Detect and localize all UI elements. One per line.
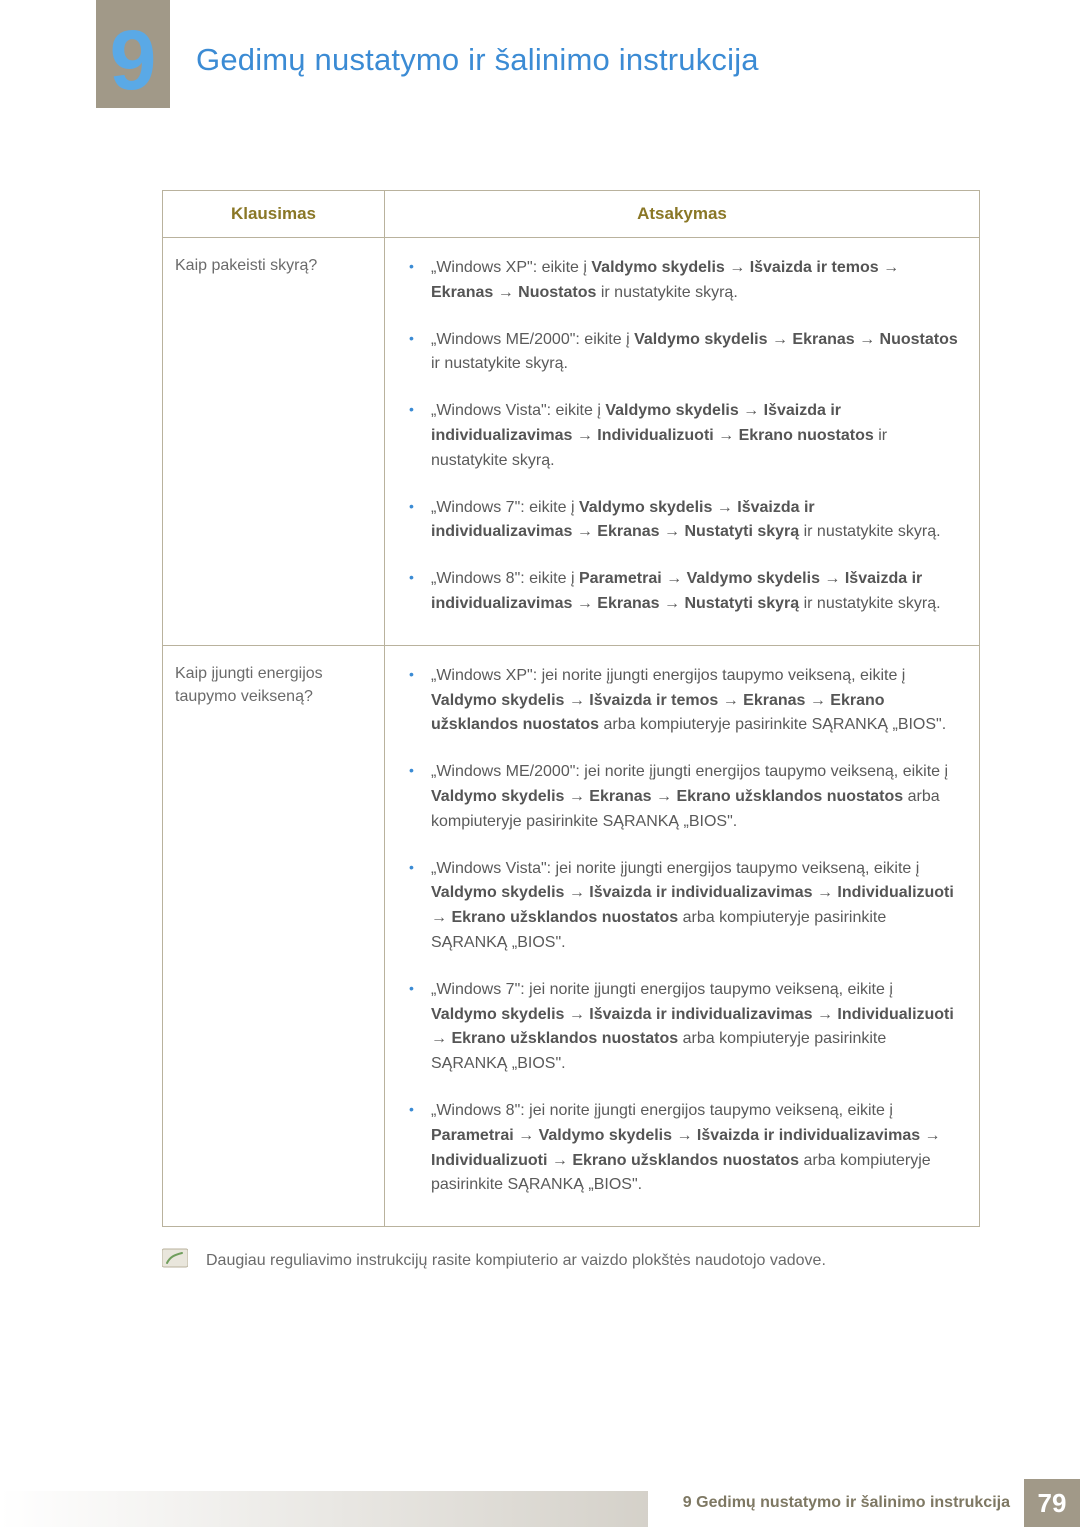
answer-item: „Windows 8": eikite į Parametrai → Valdy…: [395, 559, 965, 631]
answer-item: „Windows 7": jei norite įjungti energijo…: [395, 970, 965, 1091]
answer-item: „Windows Vista": jei norite įjungti ener…: [395, 849, 965, 970]
answer-item: „Windows XP": eikite į Valdymo skydelis …: [395, 248, 965, 320]
answer-item: „Windows Vista": eikite į Valdymo skydel…: [395, 391, 965, 487]
answer-item: „Windows 8": jei norite įjungti energijo…: [395, 1091, 965, 1212]
chapter-number: 9: [110, 18, 157, 102]
col-header-answer: Atsakymas: [385, 191, 980, 238]
note-row: Daugiau reguliavimo instrukcijų rasite k…: [162, 1247, 980, 1273]
page-footer: 9 Gedimų nustatymo ir šalinimo instrukci…: [0, 1479, 1080, 1527]
answer-item: „Windows 7": eikite į Valdymo skydelis →…: [395, 488, 965, 560]
chapter-tab: 9: [96, 0, 170, 108]
answer-list: „Windows XP": eikite į Valdymo skydelis …: [395, 248, 965, 631]
answer-list: „Windows XP": jei norite įjungti energij…: [395, 656, 965, 1212]
col-header-question: Klausimas: [163, 191, 385, 238]
content-area: Klausimas Atsakymas Kaip pakeisti skyrą?…: [162, 190, 980, 1273]
answer-item: „Windows XP": jei norite įjungti energij…: [395, 656, 965, 752]
footer-label: 9 Gedimų nustatymo ir šalinimo instrukci…: [683, 1494, 1024, 1512]
table-row: Kaip pakeisti skyrą?„Windows XP": eikite…: [163, 238, 980, 646]
chapter-title: Gedimų nustatymo ir šalinimo instrukcija: [196, 42, 759, 78]
qa-table: Klausimas Atsakymas Kaip pakeisti skyrą?…: [162, 190, 980, 1227]
note-text: Daugiau reguliavimo instrukcijų rasite k…: [206, 1247, 826, 1273]
answer-item: „Windows ME/2000": eikite į Valdymo skyd…: [395, 320, 965, 392]
answer-cell: „Windows XP": jei norite įjungti energij…: [385, 645, 980, 1226]
question-cell: Kaip įjungti energijos taupymo veikseną?: [163, 645, 385, 1226]
note-icon: [162, 1247, 188, 1269]
answer-cell: „Windows XP": eikite į Valdymo skydelis …: [385, 238, 980, 646]
question-cell: Kaip pakeisti skyrą?: [163, 238, 385, 646]
page-number: 79: [1024, 1479, 1080, 1527]
footer-gradient: [0, 1491, 648, 1527]
table-row: Kaip įjungti energijos taupymo veikseną?…: [163, 645, 980, 1226]
answer-item: „Windows ME/2000": jei norite įjungti en…: [395, 752, 965, 848]
